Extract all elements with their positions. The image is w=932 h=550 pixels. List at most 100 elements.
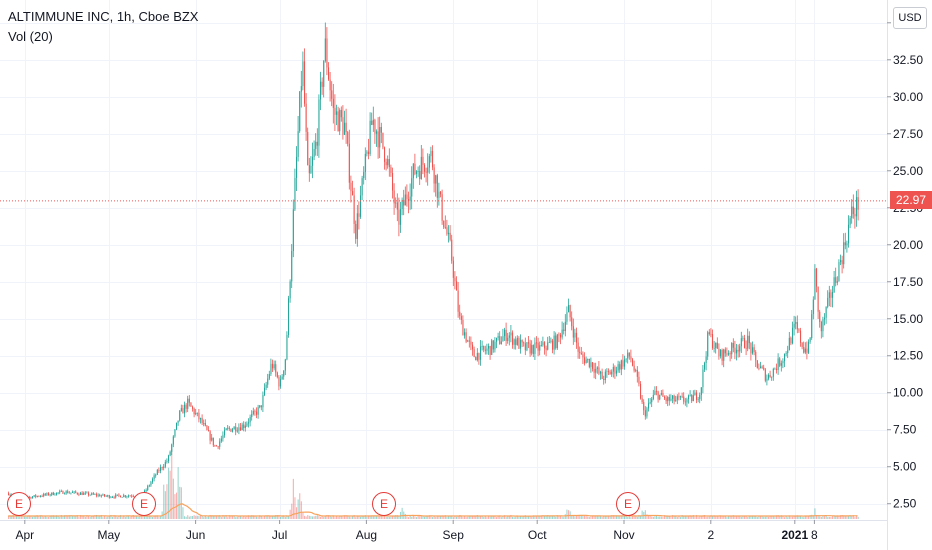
candle-body (801, 342, 803, 347)
volume-bar (592, 515, 594, 519)
candle-body (161, 467, 163, 468)
candle-body (848, 224, 850, 244)
candle-body (651, 399, 653, 403)
candle-body (268, 374, 270, 379)
volume-bar (726, 517, 728, 519)
volume-bar (718, 516, 720, 519)
volume-indicator-label[interactable]: Vol (20) (8, 29, 53, 44)
volume-bar (806, 515, 808, 519)
candle-body (768, 374, 770, 379)
volume-bar (489, 516, 491, 519)
candle-body (403, 199, 405, 206)
candle-body (297, 131, 299, 157)
candle-body (104, 494, 106, 497)
volume-bar (108, 515, 110, 519)
earnings-marker[interactable]: E (372, 492, 396, 516)
price-axis[interactable]: 2.505.007.5010.0012.5015.0017.5020.0022.… (887, 16, 923, 511)
candle-body (470, 341, 472, 345)
volume-bar (196, 515, 198, 519)
volume-bar (190, 516, 192, 519)
volume-bar (732, 515, 734, 519)
volume-bar (336, 515, 338, 519)
candle-body (30, 497, 32, 499)
volume-bar (771, 516, 773, 519)
volume-bar (155, 515, 157, 519)
candle-body (209, 431, 211, 441)
volume-bar (483, 517, 485, 519)
candle-body (225, 428, 227, 431)
candle-body (283, 370, 285, 377)
volume-bar (793, 515, 795, 519)
candle-body (513, 339, 515, 345)
candle-body (41, 496, 43, 497)
volume-bar (651, 516, 653, 519)
candle-body (425, 171, 427, 173)
volume-bar (249, 516, 251, 519)
candle-body (89, 494, 91, 496)
candle-body (568, 305, 570, 313)
volume-bar (406, 516, 408, 519)
volume-bar (537, 515, 539, 519)
volume-bar (488, 516, 490, 519)
candle-body (676, 396, 678, 400)
earnings-marker[interactable]: E (616, 492, 640, 516)
earnings-marker[interactable]: E (132, 492, 156, 516)
volume-bar (640, 515, 642, 519)
volume-bar (278, 515, 280, 519)
candle-body (664, 396, 666, 399)
volume-bar (44, 516, 46, 519)
candle-body (203, 422, 205, 424)
candle-body (336, 111, 338, 115)
volume-bar (232, 515, 234, 519)
candle-body (510, 332, 512, 336)
candle-body (692, 395, 694, 402)
candle-body (507, 337, 509, 341)
candle-body (342, 117, 344, 135)
candle-body (252, 411, 254, 415)
volume-bar (760, 515, 762, 519)
symbol-title[interactable]: ALTIMMUNE INC, 1h, Cboe BZX (8, 9, 199, 24)
candle-body (126, 496, 128, 498)
volume-bar (230, 515, 232, 519)
candle-body (121, 496, 123, 498)
candle-body (758, 368, 760, 369)
candle-body (590, 362, 592, 368)
candle-body (473, 349, 475, 358)
time-axis[interactable]: Apr May Jun Jul Aug Sep Oct Nov 2 2021 8 (15, 520, 818, 542)
candle-body (480, 346, 482, 360)
earnings-marker[interactable]: E (7, 492, 31, 516)
volume-bar (204, 515, 206, 519)
volume-bar (528, 516, 530, 519)
volume-bar (94, 515, 96, 519)
candle-body (70, 492, 72, 494)
candle-body (179, 410, 181, 421)
candle-body (659, 394, 661, 400)
volume-bar (172, 478, 174, 519)
candle-body (344, 122, 346, 135)
currency-button[interactable]: USD (893, 7, 927, 29)
volume-bar (20, 515, 22, 519)
candle-body (707, 332, 709, 357)
volume-bar (166, 484, 168, 519)
volume-bar (254, 516, 256, 519)
candle-body (523, 342, 525, 344)
volume-bar (131, 516, 133, 519)
volume-bar (766, 515, 768, 519)
volume-bar (688, 516, 690, 519)
volume-bar (571, 515, 573, 519)
volume-bar (363, 516, 365, 519)
candle-body (561, 329, 563, 338)
candle-body (579, 351, 581, 354)
candle-body (504, 329, 506, 337)
candle-body (278, 377, 280, 387)
candle-body (622, 360, 624, 367)
candle-body (518, 337, 520, 349)
candle-body (521, 339, 523, 343)
candle-body (708, 332, 710, 335)
volume-bar (19, 515, 21, 519)
volume-bar (377, 516, 379, 519)
volume-bar (121, 517, 123, 519)
candle-body (617, 364, 619, 371)
volume-bar (115, 515, 117, 519)
